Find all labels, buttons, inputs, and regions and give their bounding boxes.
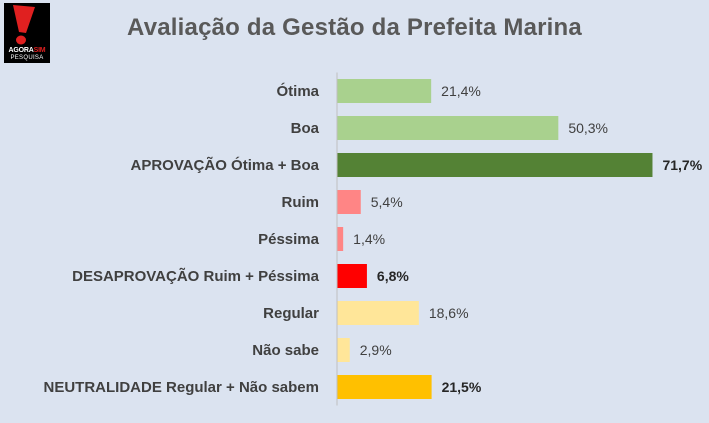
bar — [337, 227, 344, 251]
bar — [337, 116, 559, 140]
data-label: 2,9% — [360, 342, 392, 358]
data-label: 71,7% — [662, 157, 702, 173]
bar — [337, 153, 653, 177]
data-label: 50,3% — [568, 120, 608, 136]
data-label: 18,6% — [429, 305, 469, 321]
data-label: 5,4% — [371, 194, 403, 210]
category-label: Regular — [263, 305, 319, 322]
bar — [337, 190, 361, 214]
data-label: 1,4% — [353, 231, 385, 247]
category-label: Péssima — [258, 231, 320, 248]
data-label: 21,5% — [442, 379, 482, 395]
category-label: Não sabe — [252, 342, 319, 359]
category-label: APROVAÇÃO Ótima + Boa — [130, 156, 319, 174]
category-label: NEUTRALIDADE Regular + Não sabem — [44, 379, 319, 396]
agora-sim-logo: AGORASIM PESQUISA — [4, 3, 50, 63]
data-label: 21,4% — [441, 83, 481, 99]
category-label: DESAPROVAÇÃO Ruim + Péssima — [72, 267, 320, 285]
bar — [337, 301, 419, 325]
data-label: 6,8% — [377, 268, 409, 284]
bar — [337, 338, 350, 362]
category-label: Ruim — [282, 194, 320, 211]
exclamation-icon — [13, 5, 35, 45]
category-label: Boa — [291, 120, 320, 137]
category-label: Ótima — [276, 82, 319, 100]
bar — [337, 264, 367, 288]
logo-subtitle: PESQUISA — [10, 55, 44, 61]
logo-brand: AGORASIM — [8, 47, 46, 54]
bar — [337, 79, 432, 103]
bar — [337, 375, 432, 399]
chart-title: Avaliação da Gestão da Prefeita Marina — [127, 14, 582, 41]
